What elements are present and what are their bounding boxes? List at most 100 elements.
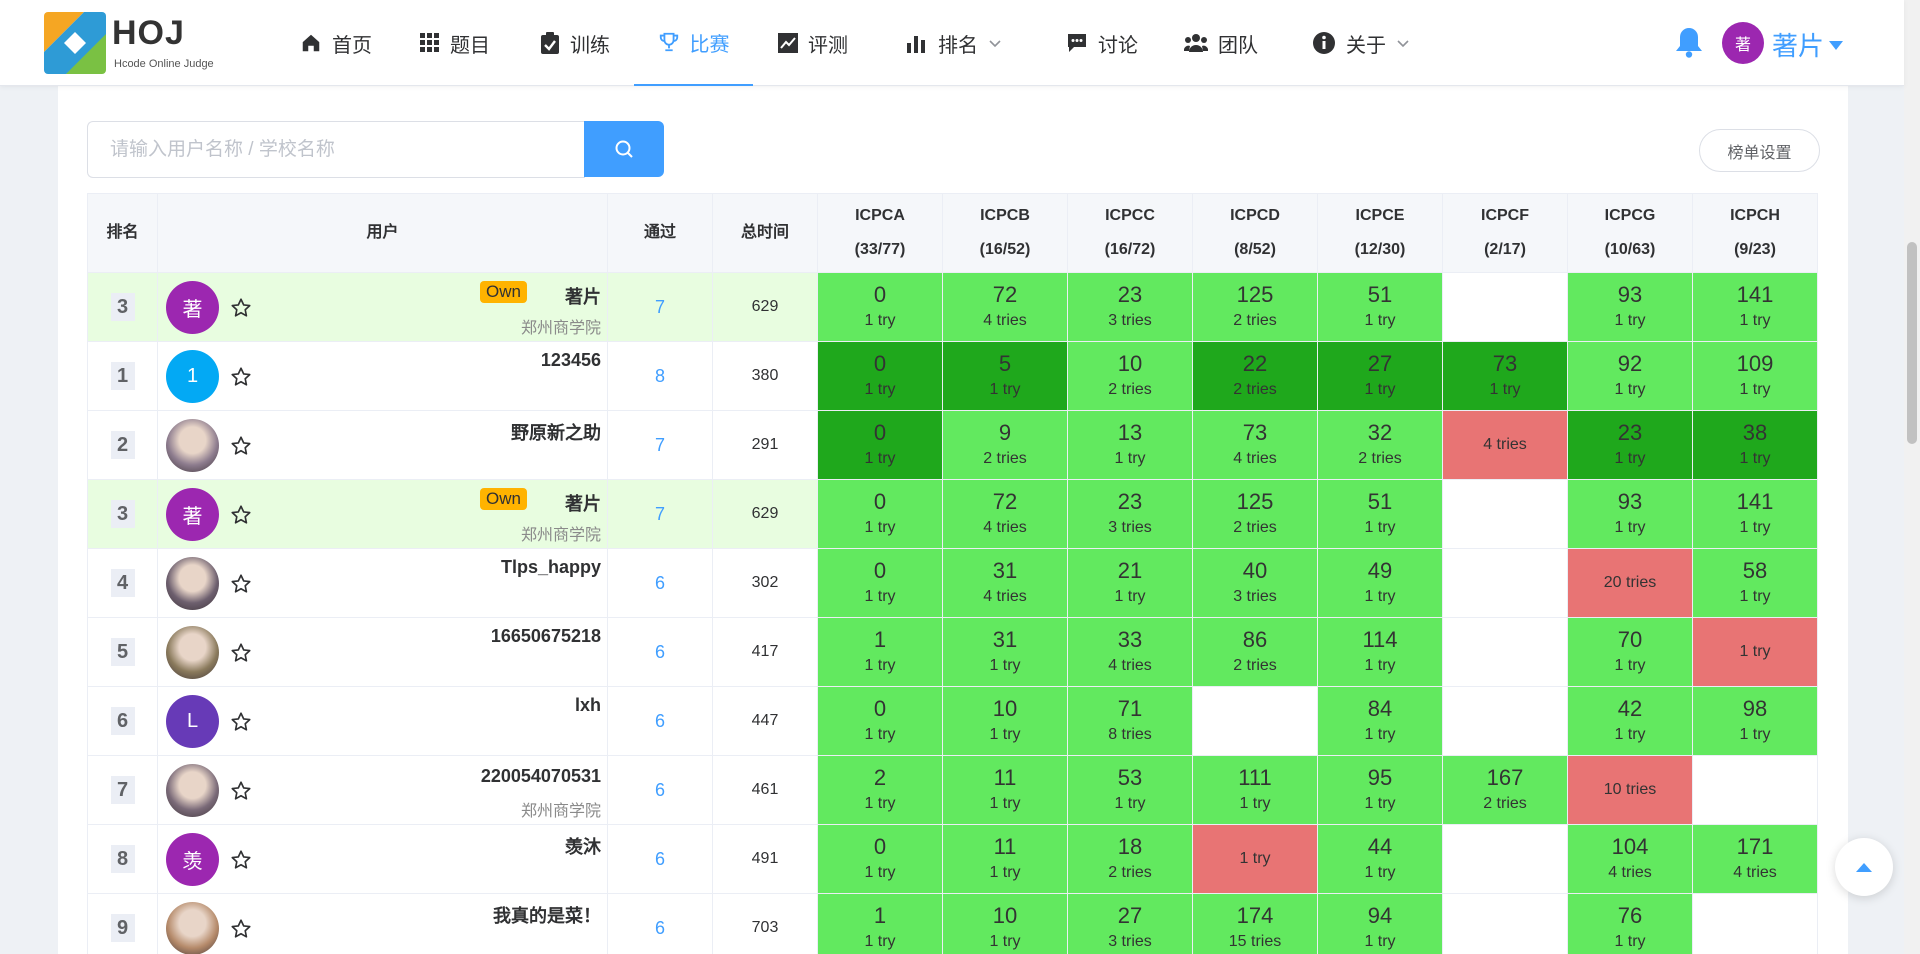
page-scrollbar-thumb[interactable] (1907, 242, 1917, 444)
problem-result-cell[interactable]: 95 1 try (1317, 755, 1443, 825)
problem-result-cell[interactable]: 31 1 try (942, 617, 1068, 687)
problem-result-cell[interactable] (1442, 824, 1568, 894)
problem-result-cell[interactable]: 0 1 try (817, 686, 943, 756)
problem-result-cell[interactable]: 44 1 try (1317, 824, 1443, 894)
problem-result-cell[interactable]: 10 2 tries (1067, 341, 1193, 411)
problem-result-cell[interactable]: 51 1 try (1317, 479, 1443, 549)
problem-result-cell[interactable]: 10 tries (1567, 755, 1693, 825)
problem-result-cell[interactable]: 38 1 try (1692, 410, 1818, 480)
problem-result-cell[interactable]: 72 4 tries (942, 479, 1068, 549)
header-problem[interactable]: ICPCF (2/17) (1442, 193, 1568, 273)
ac-count[interactable]: 6 (607, 617, 713, 687)
problem-result-cell[interactable]: 141 1 try (1692, 272, 1818, 342)
problem-result-cell[interactable]: 0 1 try (817, 410, 943, 480)
favorite-star-icon[interactable] (230, 918, 252, 945)
problem-result-cell[interactable]: 114 1 try (1317, 617, 1443, 687)
header-problem[interactable]: ICPCA (33/77) (817, 193, 943, 273)
user-menu[interactable]: 著片 (1772, 26, 1844, 63)
favorite-star-icon[interactable] (230, 297, 252, 324)
username-link[interactable]: 羡沐 (565, 837, 601, 857)
username-link[interactable]: 123456 (540, 350, 601, 370)
nav-problems[interactable]: 题目 (420, 0, 490, 86)
problem-result-cell[interactable]: 1 1 try (817, 617, 943, 687)
favorite-star-icon[interactable] (230, 642, 252, 669)
problem-result-cell[interactable]: 93 1 try (1567, 479, 1693, 549)
problem-result-cell[interactable]: 171 4 tries (1692, 824, 1818, 894)
username-link[interactable]: Tlps_happy (500, 557, 601, 577)
problem-result-cell[interactable]: 1 try (1192, 824, 1318, 894)
problem-result-cell[interactable]: 22 2 tries (1192, 341, 1318, 411)
problem-result-cell[interactable] (1692, 755, 1818, 825)
problem-result-cell[interactable]: 174 15 tries (1192, 893, 1318, 954)
problem-result-cell[interactable]: 20 tries (1567, 548, 1693, 618)
rank-settings-button[interactable]: 榜单设置 (1699, 129, 1820, 172)
nav-home[interactable]: 首页 (300, 0, 372, 86)
user-avatar[interactable]: 羡 (166, 833, 219, 886)
nav-discussion[interactable]: 讨论 (1066, 0, 1138, 86)
nav-about[interactable]: 关于 (1312, 0, 1410, 86)
problem-result-cell[interactable]: 92 1 try (1567, 341, 1693, 411)
search-input[interactable] (87, 121, 585, 178)
favorite-star-icon[interactable] (230, 849, 252, 876)
problem-result-cell[interactable]: 0 1 try (817, 341, 943, 411)
username-link[interactable]: lxh (574, 695, 601, 715)
problem-result-cell[interactable]: 58 1 try (1692, 548, 1818, 618)
problem-result-cell[interactable] (1192, 686, 1318, 756)
nav-status[interactable]: 评测 (778, 0, 848, 86)
user-avatar[interactable]: 1 (166, 350, 219, 403)
user-avatar[interactable]: 著 (1722, 22, 1764, 64)
ac-count[interactable]: 6 (607, 548, 713, 618)
nav-contest[interactable]: 比赛 (634, 0, 753, 86)
username-link[interactable]: 著片 (565, 287, 601, 307)
user-avatar[interactable] (166, 626, 219, 679)
ac-count[interactable]: 7 (607, 479, 713, 549)
nav-training[interactable]: 训练 (540, 0, 610, 86)
problem-result-cell[interactable] (1692, 893, 1818, 954)
problem-result-cell[interactable]: 125 2 tries (1192, 272, 1318, 342)
problem-result-cell[interactable] (1442, 686, 1568, 756)
favorite-star-icon[interactable] (230, 573, 252, 600)
problem-result-cell[interactable]: 32 2 tries (1317, 410, 1443, 480)
problem-result-cell[interactable] (1442, 548, 1568, 618)
ac-count[interactable]: 8 (607, 341, 713, 411)
ac-count[interactable]: 7 (607, 410, 713, 480)
problem-result-cell[interactable]: 104 4 tries (1567, 824, 1693, 894)
problem-result-cell[interactable]: 53 1 try (1067, 755, 1193, 825)
site-logo[interactable]: HOJ Hcode Online Judge (44, 12, 244, 76)
problem-result-cell[interactable]: 1 try (1692, 617, 1818, 687)
ac-count[interactable]: 6 (607, 824, 713, 894)
user-avatar[interactable] (166, 419, 219, 472)
problem-result-cell[interactable] (1442, 479, 1568, 549)
problem-result-cell[interactable]: 11 1 try (942, 755, 1068, 825)
problem-result-cell[interactable]: 23 1 try (1567, 410, 1693, 480)
back-to-top-button[interactable] (1835, 838, 1893, 896)
problem-result-cell[interactable]: 86 2 tries (1192, 617, 1318, 687)
page-scrollbar[interactable] (1904, 0, 1920, 954)
problem-result-cell[interactable]: 51 1 try (1317, 272, 1443, 342)
problem-result-cell[interactable]: 0 1 try (817, 272, 943, 342)
problem-result-cell[interactable]: 27 3 tries (1067, 893, 1193, 954)
problem-result-cell[interactable]: 2 1 try (817, 755, 943, 825)
problem-result-cell[interactable]: 21 1 try (1067, 548, 1193, 618)
problem-result-cell[interactable]: 31 4 tries (942, 548, 1068, 618)
problem-result-cell[interactable]: 33 4 tries (1067, 617, 1193, 687)
problem-result-cell[interactable]: 73 1 try (1442, 341, 1568, 411)
problem-result-cell[interactable]: 27 1 try (1317, 341, 1443, 411)
favorite-star-icon[interactable] (230, 366, 252, 393)
user-avatar[interactable] (166, 902, 219, 954)
ac-count[interactable]: 7 (607, 272, 713, 342)
problem-result-cell[interactable]: 72 4 tries (942, 272, 1068, 342)
user-avatar[interactable]: 著 (166, 281, 219, 334)
user-avatar[interactable]: L (166, 695, 219, 748)
user-avatar[interactable] (166, 557, 219, 610)
username-link[interactable]: 野原新之助 (511, 423, 601, 443)
problem-result-cell[interactable]: 40 3 tries (1192, 548, 1318, 618)
header-problem[interactable]: ICPCB (16/52) (942, 193, 1068, 273)
problem-result-cell[interactable]: 70 1 try (1567, 617, 1693, 687)
problem-result-cell[interactable]: 76 1 try (1567, 893, 1693, 954)
problem-result-cell[interactable]: 109 1 try (1692, 341, 1818, 411)
user-avatar[interactable]: 著 (166, 488, 219, 541)
problem-result-cell[interactable]: 23 3 tries (1067, 479, 1193, 549)
problem-result-cell[interactable]: 18 2 tries (1067, 824, 1193, 894)
problem-result-cell[interactable]: 98 1 try (1692, 686, 1818, 756)
